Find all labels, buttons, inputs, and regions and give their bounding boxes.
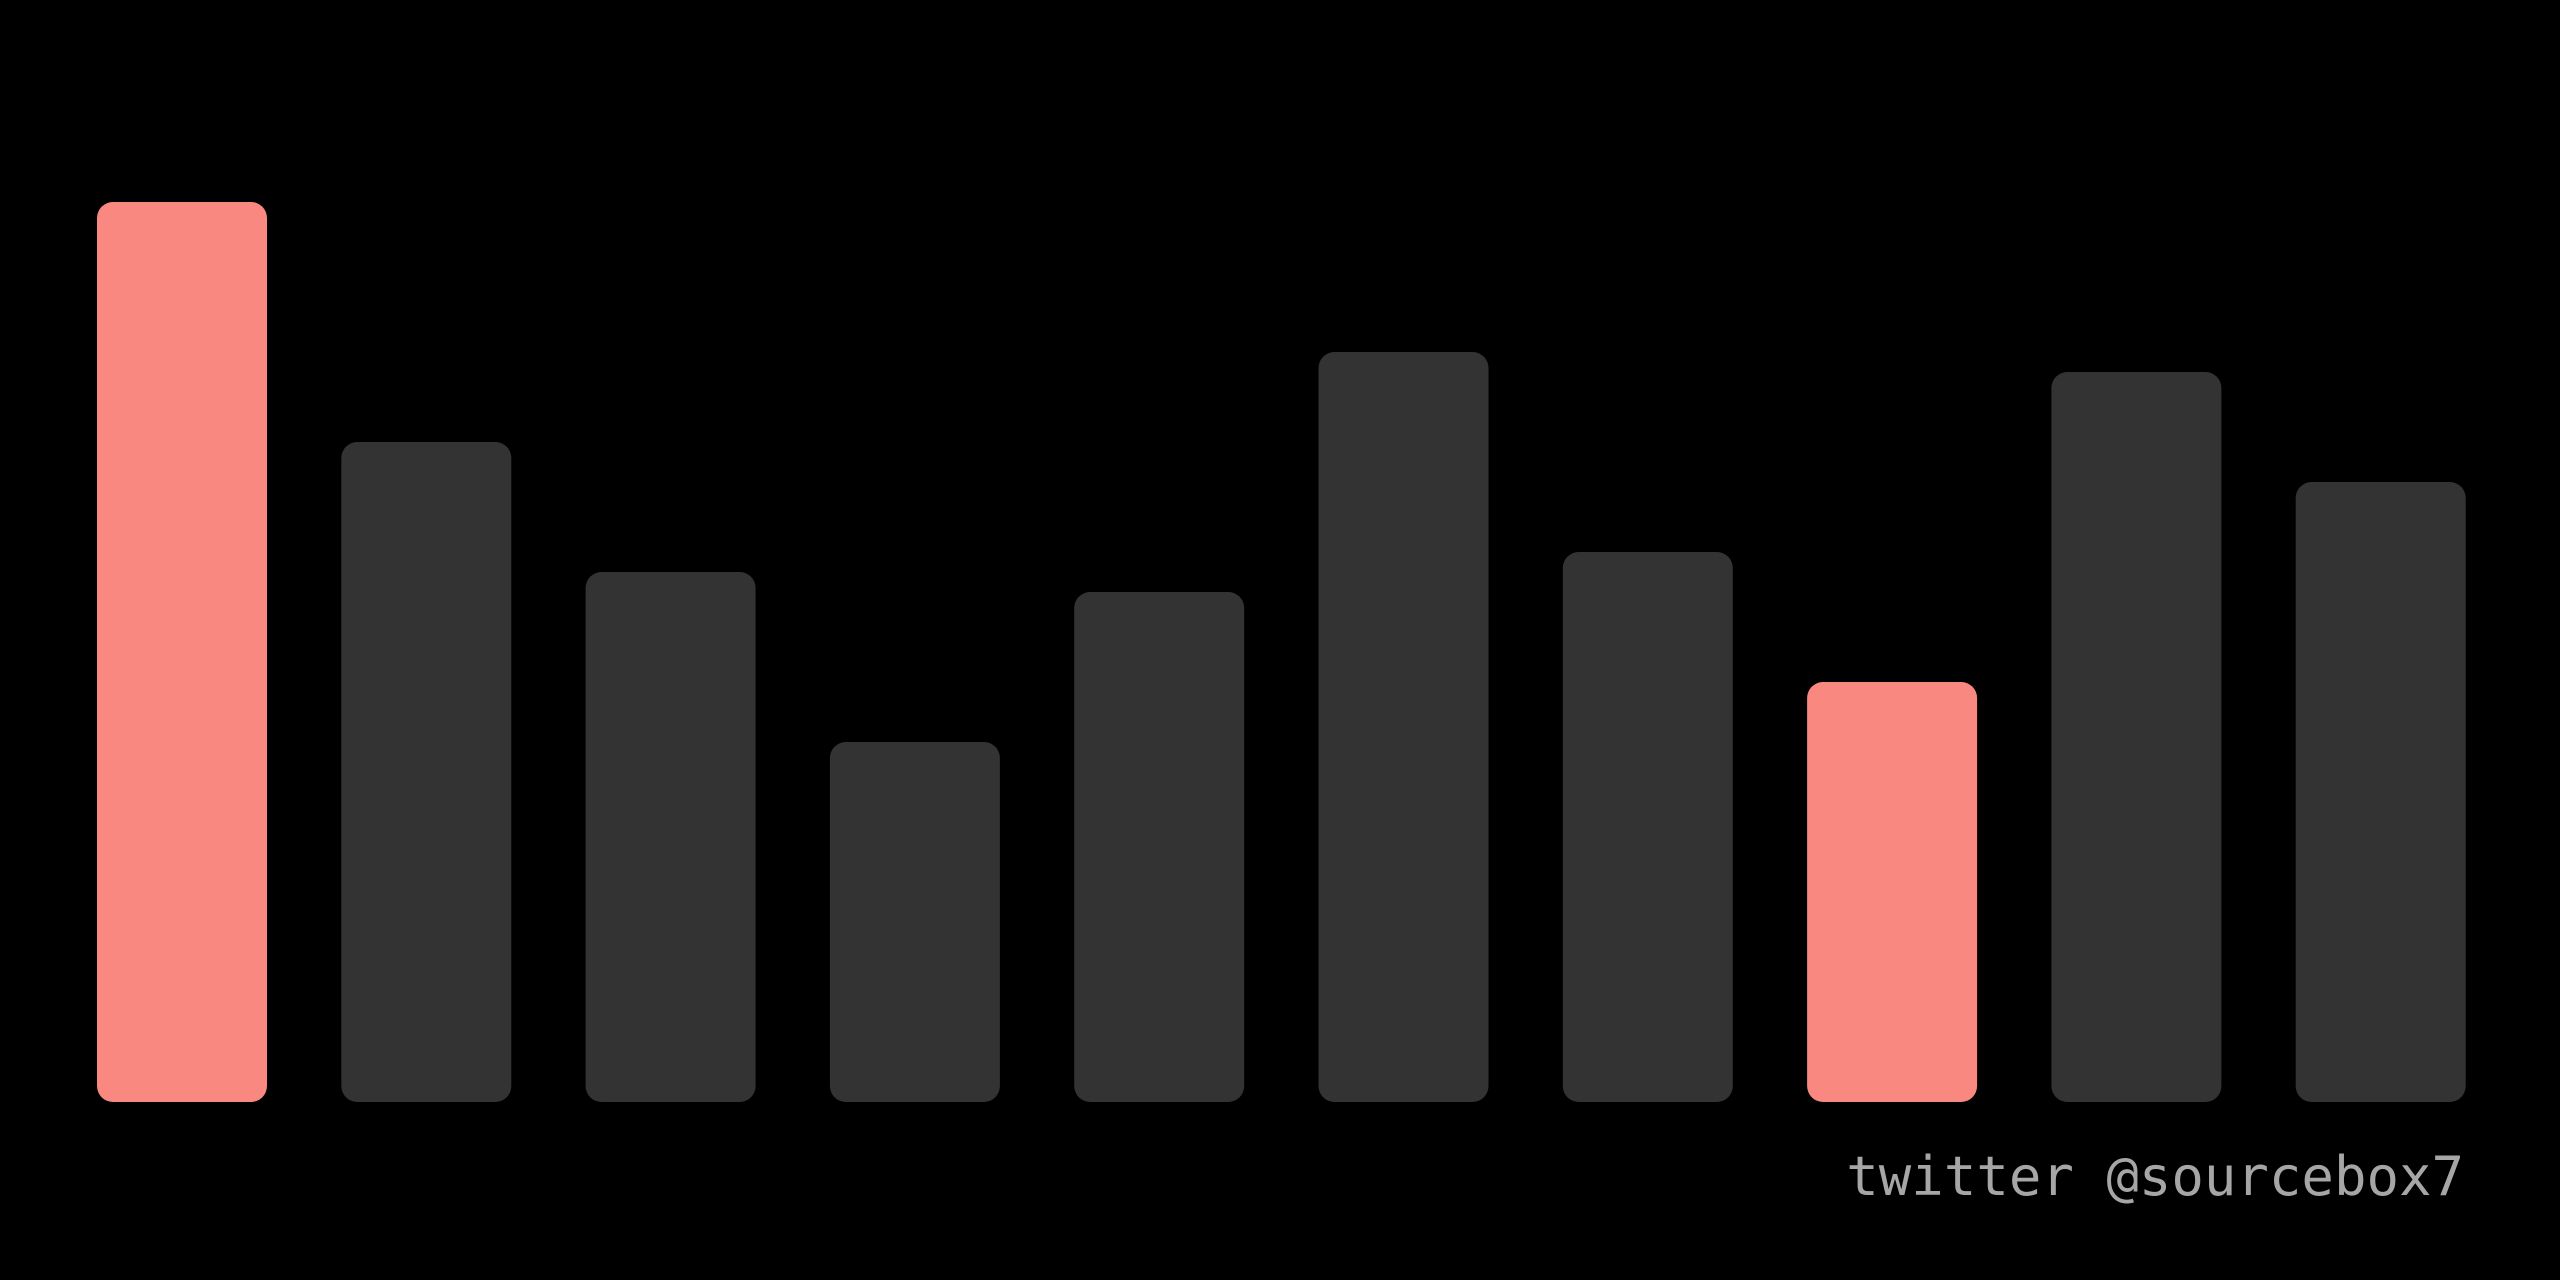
bar-7 xyxy=(1562,552,1733,1102)
bar-3 xyxy=(585,572,756,1102)
bar-9 xyxy=(2051,372,2222,1102)
bar-5 xyxy=(1074,592,1245,1102)
bar-highlighted-1 xyxy=(97,202,267,1102)
bar-highlighted-8 xyxy=(1807,682,1978,1102)
bar-4 xyxy=(829,742,1000,1102)
credit-text: twitter @sourcebox7 xyxy=(1846,1145,2464,1208)
bar-6 xyxy=(1318,352,1489,1102)
bar-10 xyxy=(2295,482,2466,1102)
bar-2 xyxy=(341,442,512,1102)
